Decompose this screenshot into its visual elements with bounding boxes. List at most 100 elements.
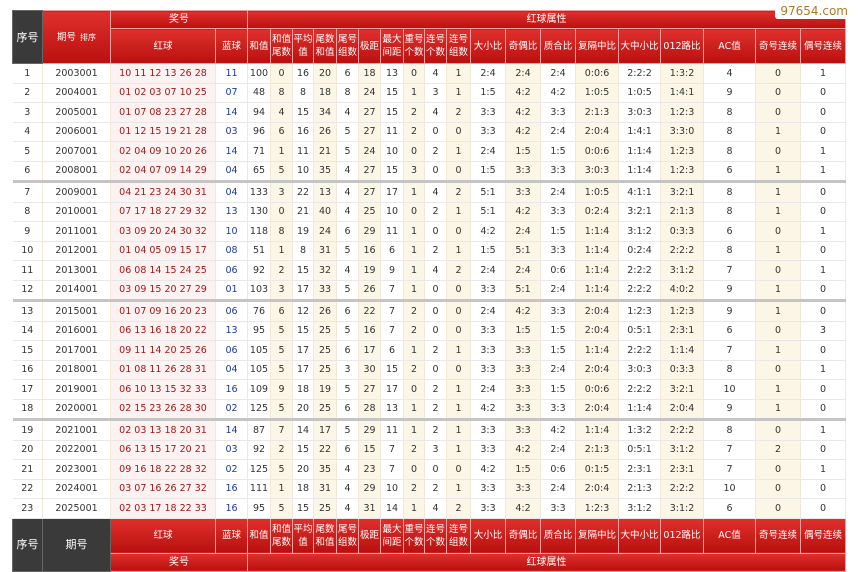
- table-cell: 2:0:4: [575, 479, 619, 499]
- table-cell: 4:0:2: [660, 280, 704, 301]
- table-cell: 15: [358, 440, 381, 460]
- footer-row: 奖号 红球属性: [13, 552, 846, 572]
- table-cell: 2004001: [42, 83, 111, 103]
- table-cell: 23: [358, 459, 381, 480]
- table-cell: 21: [292, 202, 314, 222]
- table-cell: 4: [336, 202, 359, 222]
- table-cell: 2: [424, 418, 447, 441]
- table-cell: 2:4: [505, 63, 541, 84]
- table-cell: 4:2: [505, 440, 541, 460]
- table-cell: 1: [446, 63, 471, 84]
- table-cell: 0: [755, 418, 801, 441]
- table-cell: 2:2:2: [660, 241, 704, 261]
- table-cell: 2024001: [42, 479, 111, 499]
- table-cell: 0: [403, 141, 425, 162]
- column-header: 红球: [110, 517, 216, 554]
- table-cell: 0: [800, 83, 846, 103]
- table-cell: 2:2:2: [618, 260, 661, 281]
- table-cell: 0: [755, 260, 801, 281]
- table-cell: 15: [292, 321, 314, 341]
- table-cell: 2:0:4: [575, 122, 619, 142]
- table-cell: 14: [292, 418, 314, 441]
- table-row: 9 2011001 03 09 20 24 30 32 10 118 8 19 24 6 29 11…: [12, 221, 846, 242]
- table-cell: 1:3:2: [660, 63, 704, 84]
- table-cell: 2: [424, 241, 447, 261]
- table-cell: 0: [424, 221, 447, 242]
- table-cell: 1: [755, 122, 801, 142]
- table-cell: 3:1:2: [618, 498, 661, 519]
- table-cell: 1: [755, 202, 801, 222]
- column-header: 大中小比: [618, 517, 661, 554]
- table-cell: 21: [313, 141, 337, 162]
- table-cell: 1: [446, 141, 471, 162]
- table-cell: 3:3: [470, 321, 506, 341]
- table-cell: 0: [446, 321, 471, 341]
- table-cell: 6: [336, 299, 359, 322]
- table-cell: 15: [380, 161, 404, 182]
- column-header: 连号个数: [424, 517, 447, 554]
- table-cell: 0: [403, 63, 425, 84]
- column-header: 偶号连续: [800, 28, 846, 64]
- table-cell: 4:2: [505, 83, 541, 103]
- table-cell: 15: [292, 440, 314, 460]
- table-cell: 1:2:3: [660, 299, 704, 322]
- table-cell: 111: [247, 479, 271, 499]
- table-cell: 27: [358, 161, 381, 182]
- table-cell: 3: [270, 180, 293, 203]
- table-cell: 125: [247, 459, 271, 480]
- table-cell: 2:4: [540, 440, 576, 460]
- table-cell: 4: [424, 498, 447, 519]
- column-header: 平均值: [292, 517, 314, 554]
- table-cell: 9: [12, 221, 43, 242]
- table-cell: 15: [12, 340, 43, 361]
- table-cell: 03 09 15 20 27 29: [110, 280, 216, 301]
- column-header: 连号组数: [446, 28, 471, 64]
- table-cell: 02 03 17 18 22 33: [110, 498, 216, 519]
- table-cell: 03: [215, 122, 248, 142]
- column-header: 大小比: [470, 28, 506, 64]
- table-cell: 1:1:4: [618, 141, 661, 162]
- table-cell: 4: [336, 102, 359, 123]
- table-cell: 2:4: [540, 280, 576, 301]
- column-header: 和值尾数: [270, 517, 293, 554]
- table-cell: 2:4: [470, 379, 506, 400]
- column-header: 红球: [110, 28, 216, 64]
- table-cell: 4: [336, 161, 359, 182]
- table-row: 1 2003001 10 11 12 13 26 28 11 100 0 16 20 6 18 13…: [12, 63, 846, 84]
- table-cell: 8: [270, 221, 293, 242]
- table-row: 21 2023001 09 16 18 22 28 32 02 125 5 20 35 4 23 7…: [12, 459, 846, 480]
- table-cell: 1: [800, 459, 846, 480]
- table-cell: 1:0:5: [575, 180, 619, 203]
- table-cell: 1: [800, 360, 846, 380]
- table-cell: 8: [12, 202, 43, 222]
- table-cell: 1:4:1: [618, 122, 661, 142]
- table-cell: 25: [313, 399, 337, 420]
- table-cell: 1:5: [540, 379, 576, 400]
- table-cell: 7: [380, 321, 404, 341]
- table-cell: 4:2: [470, 399, 506, 420]
- table-cell: 7: [12, 180, 43, 203]
- table-cell: 01 07 08 23 27 28: [110, 102, 216, 123]
- table-cell: 2:0:4: [575, 321, 619, 341]
- table-cell: 0: [446, 299, 471, 322]
- table-cell: 03: [215, 440, 248, 460]
- table-cell: 2:4: [540, 479, 576, 499]
- sort-button[interactable]: 排序: [80, 32, 96, 42]
- table-row: 4 2006001 01 12 15 19 21 28 03 96 6 16 26 5 27 11 2…: [12, 122, 846, 142]
- table-cell: 1:1:4: [660, 340, 704, 361]
- table-cell: 2:2:2: [618, 63, 661, 84]
- table-cell: 07: [215, 83, 248, 103]
- table-cell: 31: [313, 479, 337, 499]
- table-cell: 15: [380, 83, 404, 103]
- table-cell: 2: [403, 440, 425, 460]
- table-cell: 1: [755, 180, 801, 203]
- column-header: 蓝球: [215, 28, 248, 64]
- table-cell: 13: [215, 202, 248, 222]
- table-cell: 8: [292, 241, 314, 261]
- table-cell: 1: [755, 379, 801, 400]
- table-cell: 1:5: [540, 221, 576, 242]
- table-cell: 2:2:2: [660, 479, 704, 499]
- table-cell: 2: [424, 141, 447, 162]
- table-cell: 17: [358, 340, 381, 361]
- column-header: 奇号连续: [755, 517, 801, 554]
